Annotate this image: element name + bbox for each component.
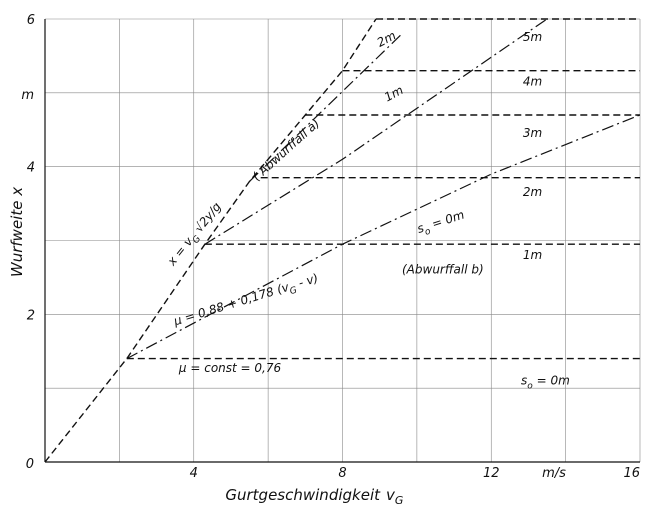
grid-lines (45, 18, 641, 462)
series-line-3 (249, 33, 403, 182)
x-tick-label-0: 4 (190, 466, 198, 481)
annotation-5: so = 0m (415, 208, 467, 240)
annotation-11: 5m (523, 30, 542, 44)
series-line-1 (126, 114, 641, 360)
x-tick-label-1: 8 (338, 466, 346, 481)
annotation-text-8: 2m (523, 185, 542, 199)
annotation-text-2: (Abwurffall b) (402, 263, 484, 277)
annotation-text-12: 1m (382, 83, 406, 104)
y-tick-label-1: 4 (27, 161, 35, 176)
y-tick-label-0: 2 (27, 308, 35, 323)
y-tick-label-2: 6 (27, 13, 35, 28)
annotation-text-1: ( Abwurffall a) (250, 116, 323, 183)
y-axis-title: Wurfweite x (8, 187, 26, 277)
annotation-text-4: μ = const = 0,76 (178, 361, 282, 375)
annotation-text-7: 1m (523, 248, 542, 262)
annotation-10: 4m (523, 74, 542, 88)
x-tick-label-3: 16 (623, 466, 640, 481)
x-unit-label: m/s (542, 466, 566, 481)
annotation-text-9: 3m (523, 126, 542, 140)
y-unit-label: m (21, 88, 34, 103)
series-line-2 (204, 18, 548, 245)
annotation-text-10: 4m (523, 74, 542, 88)
x-axis-symbol-subscript: G (395, 494, 404, 506)
series-lines (44, 18, 641, 463)
annotation-4: μ = const = 0,76 (178, 361, 282, 375)
annotation-text-11: 5m (523, 30, 542, 44)
annotation-0: x = vG √2y/g (164, 199, 227, 271)
annotation-2: (Abwurffall b) (402, 263, 484, 277)
annotation-12: 1m (382, 83, 406, 104)
axes (44, 19, 640, 463)
annotation-text-6: so = 0m (521, 374, 570, 392)
annotation-13: 2m (375, 28, 399, 49)
x-axis-symbol: vG (386, 486, 403, 506)
x-axis-title: Gurtgeschwindigkeit (225, 486, 381, 504)
annotation-6: so = 0m (521, 374, 570, 392)
annotation-9: 3m (523, 126, 542, 140)
annotation-text-0: x = vG √2y/g (164, 199, 227, 271)
origin-label: 0 (26, 457, 34, 472)
x-tick-label-2: 12 (483, 466, 500, 481)
annotation-text-13: 2m (375, 28, 399, 49)
annotation-1: ( Abwurffall a) (250, 116, 323, 183)
annotation-text-5: so = 0m (415, 208, 467, 240)
curve-annotations: x = vG √2y/g ( Abwurffall a) (Abwurffall b… (164, 28, 570, 391)
annotation-8: 2m (523, 185, 542, 199)
tick-labels: 4 8 12 16 2 4 6 (27, 13, 640, 481)
annotation-7: 1m (523, 248, 542, 262)
